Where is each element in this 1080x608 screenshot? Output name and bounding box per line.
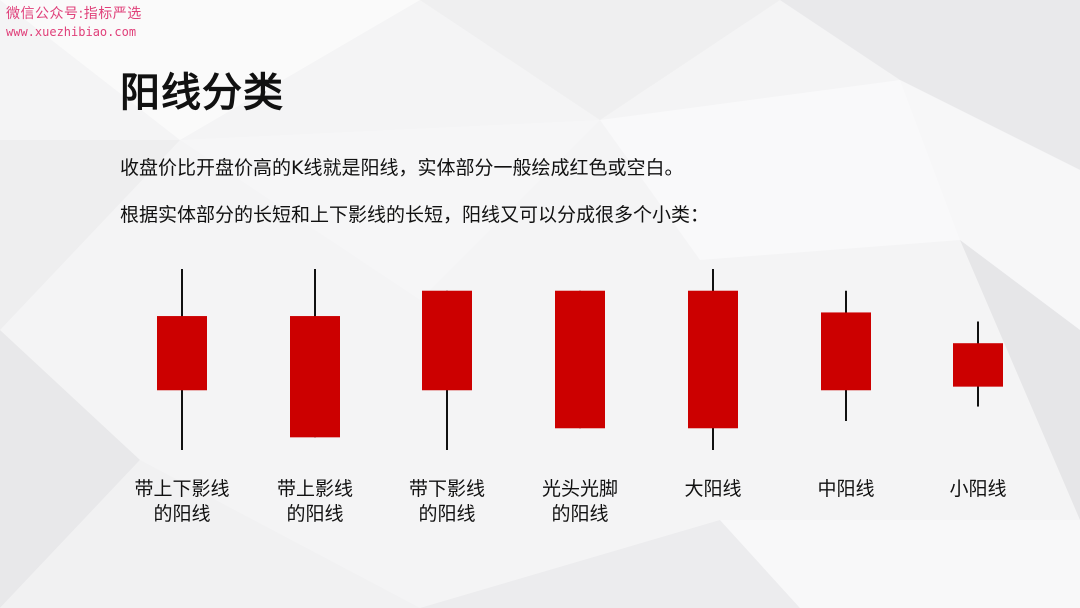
candle-7	[953, 321, 1003, 407]
candle-5	[688, 269, 738, 450]
candle-label-4: 光头光脚 的阳线	[510, 477, 650, 527]
description-line-2: 根据实体部分的长短和上下影线的长短，阳线又可以分成很多个小类：	[120, 204, 710, 226]
candle-label-5: 大阳线	[643, 477, 783, 502]
candle-label-line: 的阳线	[286, 503, 344, 525]
candle-label-line: 的阳线	[153, 503, 211, 525]
candle-body	[157, 316, 207, 391]
candle-label-line: 带上影线	[276, 478, 353, 500]
candle-body	[953, 343, 1003, 387]
candle-label-line: 带上下影线	[134, 478, 230, 500]
description-line-1: 收盘价比开盘价高的K线就是阳线，实体部分一般绘成红色或空白。	[120, 157, 684, 179]
candle-2	[290, 269, 340, 438]
watermark-wechat: 微信公众号:指标严选	[6, 6, 142, 22]
candle-label-1: 带上下影线 的阳线	[112, 477, 252, 527]
candle-1	[157, 269, 207, 450]
candle-label-line: 大阳线	[684, 478, 742, 500]
candle-body	[290, 316, 340, 438]
watermark-url: www.xuezhibiao.com	[6, 25, 137, 39]
candle-label-7: 小阳线	[908, 477, 1048, 502]
candle-label-line: 光头光脚	[541, 478, 618, 500]
candle-body	[821, 312, 871, 391]
candle-4	[555, 290, 605, 429]
candle-label-2: 带上影线 的阳线	[245, 477, 385, 527]
candle-3	[422, 290, 472, 450]
candle-label-3: 带下影线 的阳线	[377, 477, 517, 527]
candle-body	[688, 290, 738, 429]
candle-label-line: 带下影线	[408, 478, 485, 500]
candle-body	[555, 290, 605, 429]
candle-label-line: 的阳线	[418, 503, 476, 525]
candle-6	[821, 290, 871, 422]
candle-body	[422, 290, 472, 391]
candle-label-line: 中阳线	[817, 478, 875, 500]
candle-label-6: 中阳线	[776, 477, 916, 502]
candle-label-line: 小阳线	[949, 478, 1007, 500]
page-title: 阳线分类	[120, 70, 284, 116]
candle-label-line: 的阳线	[551, 503, 609, 525]
